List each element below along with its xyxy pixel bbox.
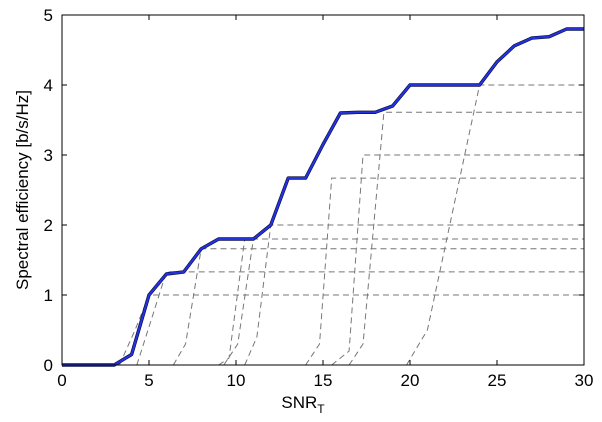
x-tick-label: 0 — [57, 371, 66, 390]
dashed-curve-8 — [331, 154, 584, 366]
y-axis-label: Spectral efficiency [b/s/Hz] — [13, 90, 32, 290]
x-tick-label: 30 — [575, 371, 594, 390]
dashed-curve-4 — [218, 238, 584, 366]
dashed-curve-7 — [305, 177, 584, 366]
x-tick-label: 25 — [488, 371, 507, 390]
x-tick-label: 10 — [227, 371, 246, 390]
y-tick-label: 3 — [44, 146, 53, 165]
y-tick-label: 4 — [44, 76, 53, 95]
plot-frame — [61, 14, 585, 366]
y-tick-label: 5 — [44, 6, 53, 25]
x-tick-label: 20 — [401, 371, 420, 390]
main-curve-shadow — [62, 27, 584, 367]
x-tick-label: 15 — [314, 371, 333, 390]
dashed-curve-10 — [406, 84, 584, 366]
dashed-curve-3 — [172, 248, 584, 366]
x-axis-label-subscript: T — [317, 402, 325, 416]
dashed-curve-9 — [348, 111, 584, 366]
x-tick-label: 5 — [144, 371, 153, 390]
dashed-curve-2 — [136, 271, 584, 366]
y-tick-label: 2 — [44, 216, 53, 235]
dashed-curve-6 — [244, 224, 584, 366]
plot-marks — [62, 27, 584, 367]
y-tick-label: 1 — [44, 286, 53, 305]
axis-ticks: 0 5 10 15 20 25 30 0 1 2 3 4 5 — [44, 6, 594, 390]
main-curve — [62, 27, 584, 367]
y-tick-label: 0 — [44, 356, 53, 375]
x-axis-label-main: SNR — [281, 393, 317, 412]
dashed-curve-5 — [223, 238, 584, 366]
x-axis-label: SNRT — [281, 393, 325, 416]
dashed-curve-1 — [118, 294, 584, 366]
